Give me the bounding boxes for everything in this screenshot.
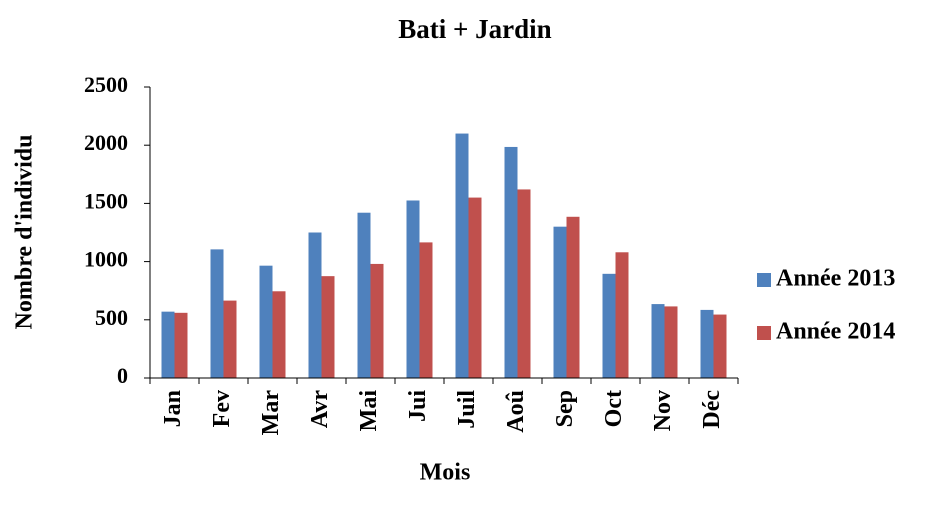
- bar: [259, 265, 273, 378]
- legend-label: Année 2014: [776, 319, 895, 345]
- y-tick-label: 500: [95, 305, 128, 330]
- x-tick-label: Aoû: [503, 390, 529, 433]
- bar: [615, 252, 629, 378]
- bar: [174, 312, 188, 378]
- x-tick-label: Juil: [454, 390, 480, 429]
- bar: [321, 276, 335, 378]
- bar: [308, 232, 322, 378]
- bar: [161, 311, 175, 378]
- bar: [455, 133, 469, 378]
- y-tick-label: 0: [117, 363, 128, 388]
- chart-title: Bati + Jardin: [398, 14, 551, 44]
- bar: [553, 226, 567, 378]
- bar: [517, 189, 531, 378]
- bar: [406, 200, 420, 378]
- y-tick-label: 2500: [84, 72, 128, 97]
- x-tick-label: Jan: [160, 390, 186, 427]
- x-tick-label: Oct: [601, 390, 627, 427]
- bar: [504, 146, 518, 378]
- y-axis-label: Nombre d'individu: [12, 135, 38, 330]
- bar: [566, 216, 580, 378]
- x-tick-label: Avr: [307, 390, 333, 429]
- y-tick-label: 1500: [84, 188, 128, 213]
- x-axis-label: Mois: [420, 460, 471, 486]
- x-tick-label: Sep: [552, 390, 578, 427]
- bar: [602, 273, 616, 378]
- bar: [651, 304, 665, 378]
- x-tick-label: Fev: [209, 390, 235, 427]
- bar: [272, 291, 286, 378]
- legend-label: Année 2013: [776, 266, 895, 292]
- bar: [713, 314, 727, 378]
- x-tick-label: Jui: [405, 390, 431, 422]
- legend-swatch: [757, 326, 771, 340]
- x-tick-label: Mar: [258, 390, 284, 436]
- x-tick-label: Nov: [650, 390, 676, 431]
- y-tick-label: 1000: [84, 247, 128, 272]
- bar: [468, 197, 482, 378]
- bar: [223, 300, 237, 378]
- bar: [419, 242, 433, 378]
- bar: [210, 249, 224, 378]
- x-tick-label: Déc: [699, 390, 725, 429]
- y-tick-label: 2000: [84, 130, 128, 155]
- x-tick-label: Mai: [356, 390, 382, 432]
- bar: [664, 306, 678, 378]
- bar: [700, 309, 714, 378]
- bar: [357, 212, 371, 378]
- bar: [370, 263, 384, 378]
- legend-swatch: [757, 273, 771, 287]
